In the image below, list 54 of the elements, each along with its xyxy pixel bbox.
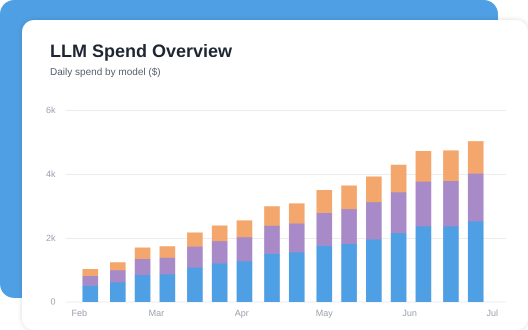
y-tick-label: 0 [50,296,56,307]
bar [264,226,280,255]
bar [212,225,228,242]
bar [341,209,357,245]
bar [390,192,406,234]
bar [288,203,305,224]
bar [187,246,203,268]
bar [134,259,150,276]
bar [288,252,305,302]
bar [264,254,280,302]
bar [187,268,203,302]
bar [110,270,126,284]
bar [160,274,176,302]
bar [390,164,406,193]
bar [443,150,459,182]
chart-title: LLM Spend Overview [50,41,232,62]
bar [187,232,203,248]
bar [366,240,382,302]
bar [134,275,150,302]
bar [366,176,382,203]
bar [288,224,305,253]
y-tick-label: 6k [46,104,56,115]
bar [212,264,228,302]
bar [236,261,252,302]
bar [236,220,252,238]
x-tick-label: Feb [72,308,88,318]
bar [134,248,150,260]
bar [82,286,98,302]
bar [110,282,126,302]
bar [468,174,484,222]
bar [82,268,98,277]
bar [468,221,484,302]
bar [160,246,176,258]
x-tick-label: Jul [486,308,498,318]
bar [443,226,459,302]
x-tick-label: Mar [148,308,164,318]
bar [390,233,406,302]
bar [160,258,176,276]
x-tick-label: May [316,308,334,318]
bar [212,241,228,264]
bar [443,181,459,228]
chart-subtitle: Daily spend by model ($) [50,67,161,78]
bar [264,206,280,226]
x-tick-label: Apr [234,308,249,318]
y-tick-label: 2k [46,232,56,243]
bar [468,141,484,174]
y-tick-label: 4k [46,168,56,179]
bar [341,244,357,302]
bar [236,237,252,262]
bar [366,202,382,240]
bar [82,276,98,287]
bar [341,186,357,210]
x-tick-label: Jun [402,308,417,318]
bar [110,262,126,271]
